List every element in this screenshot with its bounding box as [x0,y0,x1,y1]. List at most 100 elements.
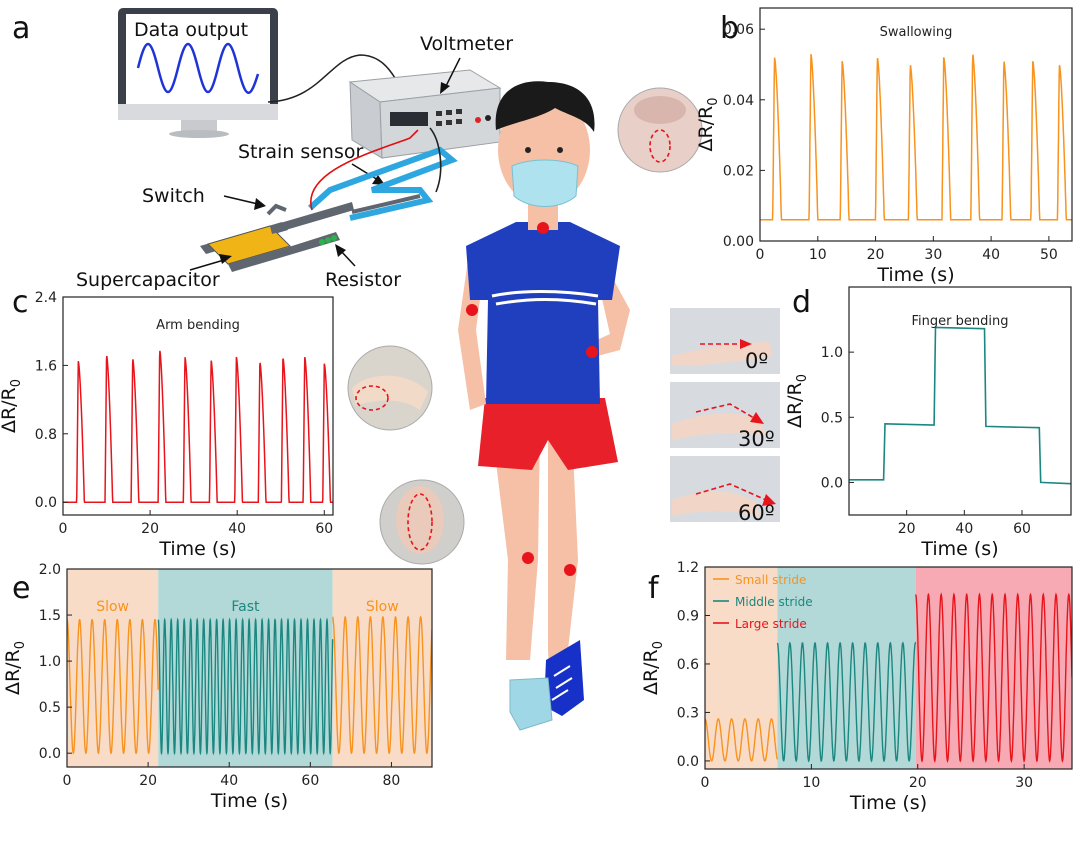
photo-arm-inset [347,345,433,431]
x-tick-label: 0 [59,521,68,537]
finger-angle-30: 30º [738,427,775,451]
series-line [157,617,334,756]
x-tick-label: 20 [867,247,885,263]
finger-angle-60: 60º [738,501,775,525]
y-tick-label: 1.6 [35,358,57,374]
y-tick-label: 1.0 [821,345,843,361]
y-tick-label: 0.6 [677,657,699,673]
plot-area [67,569,432,767]
chart-title: Finger bending [912,314,1009,329]
panel-letter-b: b [720,11,739,46]
legend-label: Small stride [735,573,806,587]
x-axis-label: Time (s) [876,264,954,286]
x-tick-label: 20 [141,521,159,537]
x-tick-label: 0 [63,773,72,789]
x-tick-label: 40 [228,521,246,537]
x-tick-label: 40 [220,773,238,789]
y-axis-label: ΔR/R0 [2,641,28,695]
region-label: Slow [96,599,129,615]
shirt [466,222,620,404]
chart-finger-bending: 20 40 60 0.0 0.5 1.0 Time (s) ΔR/R0 Finger bendi… [784,286,1072,560]
y-tick-label: 0.5 [821,410,843,426]
y-tick-label: 0.5 [39,700,61,716]
series-line [332,615,432,755]
x-tick-label: 40 [982,247,1000,263]
voltmeter-label: Voltmeter [420,33,513,55]
monitor-icon [118,8,278,138]
plot-area [705,567,1072,769]
y-axis-label: ΔR/R0 [640,641,666,695]
plot-frame [62,296,334,516]
plot-area [849,326,1071,485]
y-axis-label: ΔR/R0 [0,379,24,433]
shorts [478,398,618,470]
y-axis-label: ΔR/R0 [784,374,810,428]
y-tick-label: 0.06 [723,22,754,38]
panel-letter-c: c [12,285,29,320]
x-tick-label: 0 [701,775,710,791]
x-tick-label: 60 [1013,521,1031,537]
face-mask-icon [511,159,579,207]
y-tick-label: 0.00 [723,234,754,250]
x-tick-label: 30 [1015,775,1033,791]
photo-neck-inset [617,87,703,173]
x-axis-label: Time (s) [210,790,288,812]
x-tick-label: 50 [1040,247,1058,263]
resistor-label: Resistor [325,269,401,291]
strain-sensor-label: Strain sensor [238,141,363,163]
y-axis-label: ΔR/R0 [695,97,721,151]
y-tick-label: 0.0 [35,495,57,511]
finger-angle-0: 0º [745,349,768,373]
plot-area [760,53,1072,221]
series-line [914,592,1072,763]
x-axis-label: Time (s) [158,538,236,560]
x-axis-label: Time (s) [849,792,927,814]
chart-walking-speed: Slow Fast Slow 0 20 40 60 80 0.0 0.5 1.0 1.5 2.0 Time… [2,562,433,812]
series-line [705,718,778,762]
data-output-label: Data output [134,19,248,41]
y-tick-label: 0.0 [821,475,843,491]
y-tick-label: 0.8 [35,427,57,443]
schematic-panel-a: Data output Voltmeter Switch Strain sens… [76,8,513,291]
x-tick-label: 20 [898,521,916,537]
plot-frame [66,568,433,768]
chart-title: Arm bending [156,318,240,333]
panel-letter-a: a [12,11,30,46]
x-tick-label: 20 [909,775,927,791]
shoe-front-icon [509,677,553,731]
sensor-marker-throat [537,222,549,234]
x-tick-label: 60 [315,521,333,537]
sensor-marker-knee-front [522,552,534,564]
x-tick-label: 30 [924,247,942,263]
series-line [63,350,333,503]
plot-frame [704,566,1073,770]
x-tick-label: 0 [756,247,765,263]
finger-photo-0 [670,308,780,374]
x-tick-label: 20 [139,773,157,789]
x-tick-label: 40 [955,521,973,537]
finger-photo-30 [670,382,780,448]
switch-label: Switch [142,185,205,207]
y-tick-label: 1.2 [677,560,699,576]
plot-area [63,350,333,503]
series-line [849,326,1071,485]
sensor-marker-knee-back [564,564,576,576]
x-tick-label: 60 [301,773,319,789]
y-tick-label: 1.5 [39,608,61,624]
plot-frame [848,286,1072,516]
y-tick-label: 2.4 [35,290,57,306]
sensor-marker-finger [586,346,598,358]
y-tick-label: 0.9 [677,608,699,624]
x-tick-label: 10 [802,775,820,791]
y-tick-label: 0.0 [39,746,61,762]
chart-arm-bending: 0 20 40 60 0.0 0.8 1.6 2.4 Time (s) ΔR/R0 Arm bend… [0,290,334,560]
panel-letter-d: d [792,285,811,320]
series-line [67,619,159,755]
chart-title: Swallowing [880,25,953,40]
series-line [776,641,917,763]
photo-knee-inset [379,479,465,565]
supercapacitor-label: Supercapacitor [76,269,220,291]
circuit-board [200,146,458,272]
y-tick-label: 0.3 [677,705,699,721]
chart-stride-length: Small stride Middle stride Large stride 0 10… [640,560,1073,814]
